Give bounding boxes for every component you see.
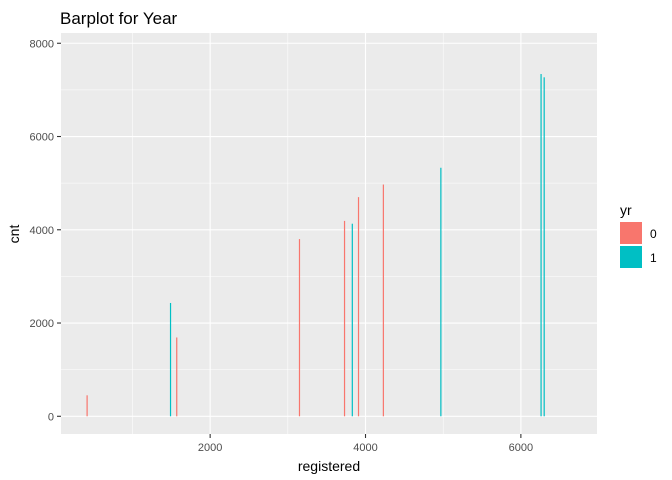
y-axis-label: cnt [6,225,22,244]
y-tick-label: 4000 [30,225,54,237]
bar-0 [86,395,88,417]
bar-0 [176,337,178,417]
y-tick-label: 8000 [30,38,54,50]
legend-label-1: 1 [650,251,657,265]
bar-0 [357,197,360,417]
legend-key-1 [620,246,642,268]
bar-1 [540,74,542,417]
bar-1 [169,302,172,417]
bar-1 [351,223,353,417]
legend-title: yr [620,202,632,218]
x-tick-label: 4000 [353,442,377,454]
bars [86,74,545,417]
plot-panel [61,33,597,434]
bar-1 [440,167,442,417]
y-tick-label: 2000 [30,318,54,330]
axis-ticks: 2000 4000 6000 0 2000 4000 6000 8000 [30,38,534,454]
x-tick-label: 2000 [198,442,222,454]
legend: yr 0 1 [620,202,657,268]
x-axis-label: registered [298,458,360,474]
legend-key-0 [620,222,642,244]
x-tick-label: 6000 [509,442,533,454]
bar-1 [543,77,545,417]
bar-0 [382,184,384,417]
legend-label-0: 0 [650,227,657,241]
bar-0 [343,220,346,417]
grid-lines [61,33,597,434]
chart-title: Barplot for Year [60,9,178,28]
bar-0 [298,239,301,417]
y-tick-label: 6000 [30,132,54,144]
y-tick-label: 0 [48,411,54,423]
